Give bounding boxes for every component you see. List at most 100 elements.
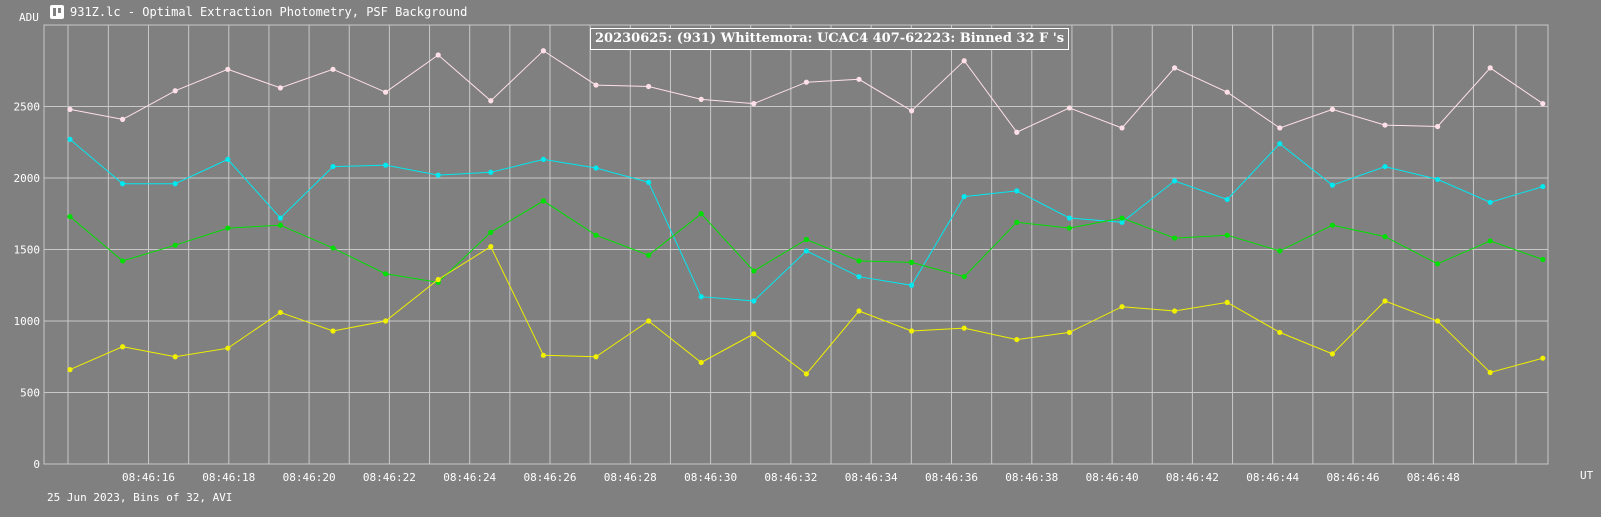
data-point[interactable] (1277, 141, 1283, 147)
data-point[interactable] (172, 88, 178, 94)
data-point[interactable] (488, 244, 494, 250)
data-point[interactable] (803, 79, 810, 85)
data-point[interactable] (593, 232, 599, 238)
lightcurve-app-icon[interactable] (50, 5, 64, 19)
data-point[interactable] (961, 274, 967, 280)
data-point[interactable] (540, 352, 547, 358)
data-point[interactable] (277, 309, 283, 316)
data-point[interactable] (120, 344, 126, 350)
data-point[interactable] (1224, 299, 1230, 306)
data-point[interactable] (172, 181, 178, 187)
data-point[interactable] (1224, 232, 1230, 238)
data-point[interactable] (856, 76, 862, 82)
data-point[interactable] (646, 83, 652, 90)
data-point[interactable] (1172, 235, 1178, 241)
data-point[interactable] (1540, 256, 1546, 263)
data-point[interactable] (1066, 105, 1072, 111)
data-point[interactable] (225, 225, 231, 231)
data-point[interactable] (1487, 238, 1493, 244)
data-point[interactable] (1382, 122, 1388, 128)
data-point[interactable] (1066, 225, 1072, 231)
data-point[interactable] (1224, 196, 1230, 203)
data-point[interactable] (1487, 369, 1493, 376)
data-point[interactable] (698, 211, 704, 217)
data-point[interactable] (120, 116, 126, 122)
data-point[interactable] (646, 318, 652, 324)
data-point[interactable] (1119, 125, 1125, 131)
data-point[interactable] (120, 258, 126, 264)
data-point[interactable] (435, 52, 441, 58)
data-point[interactable] (488, 169, 494, 175)
data-point[interactable] (225, 345, 231, 351)
data-point[interactable] (1014, 219, 1020, 225)
data-point[interactable] (1277, 125, 1283, 131)
data-point[interactable] (1382, 298, 1388, 304)
data-point[interactable] (1277, 329, 1283, 336)
data-point[interactable] (540, 48, 547, 54)
data-point[interactable] (803, 371, 810, 377)
data-point[interactable] (961, 325, 967, 331)
data-point[interactable] (1119, 304, 1125, 310)
data-point[interactable] (1329, 222, 1335, 228)
data-point[interactable] (1066, 329, 1072, 336)
data-point[interactable] (593, 82, 599, 88)
data-point[interactable] (120, 181, 126, 187)
data-point[interactable] (1014, 188, 1020, 194)
data-point[interactable] (1540, 183, 1546, 190)
data-point[interactable] (909, 282, 915, 288)
data-point[interactable] (1487, 65, 1493, 71)
data-point[interactable] (67, 214, 73, 220)
data-point[interactable] (1329, 182, 1335, 188)
data-point[interactable] (383, 271, 389, 277)
data-point[interactable] (751, 331, 757, 337)
data-point[interactable] (1382, 234, 1388, 240)
data-point[interactable] (277, 215, 283, 221)
data-point[interactable] (1435, 176, 1441, 183)
data-point[interactable] (1540, 355, 1546, 361)
data-point[interactable] (172, 242, 178, 248)
data-point[interactable] (856, 274, 862, 280)
data-point[interactable] (1329, 351, 1335, 357)
data-point[interactable] (67, 136, 73, 142)
data-point[interactable] (1066, 215, 1072, 221)
data-point[interactable] (1119, 215, 1125, 221)
data-point[interactable] (67, 367, 73, 373)
data-point[interactable] (1540, 101, 1546, 107)
data-point[interactable] (593, 354, 599, 360)
data-point[interactable] (1172, 178, 1178, 184)
data-point[interactable] (1224, 89, 1230, 95)
data-point[interactable] (803, 236, 810, 243)
data-point[interactable] (646, 179, 652, 185)
data-point[interactable] (698, 294, 704, 300)
data-point[interactable] (330, 328, 336, 334)
data-point[interactable] (698, 96, 704, 102)
data-point[interactable] (1435, 123, 1441, 130)
data-point[interactable] (383, 162, 389, 168)
data-point[interactable] (751, 101, 757, 107)
data-point[interactable] (1014, 336, 1020, 343)
data-point[interactable] (277, 222, 283, 228)
data-point[interactable] (330, 66, 336, 72)
data-point[interactable] (909, 108, 915, 114)
data-point[interactable] (277, 85, 283, 91)
data-point[interactable] (172, 354, 178, 360)
data-point[interactable] (488, 98, 494, 104)
data-point[interactable] (383, 318, 389, 324)
data-point[interactable] (1119, 219, 1125, 225)
data-point[interactable] (1435, 261, 1441, 267)
data-point[interactable] (909, 328, 915, 334)
data-point[interactable] (1014, 129, 1020, 135)
data-point[interactable] (540, 156, 547, 163)
data-point[interactable] (1435, 318, 1441, 324)
data-point[interactable] (540, 198, 547, 204)
data-point[interactable] (961, 58, 967, 64)
data-point[interactable] (1172, 308, 1178, 314)
data-point[interactable] (646, 252, 652, 258)
data-point[interactable] (751, 298, 757, 304)
data-point[interactable] (435, 276, 441, 283)
data-point[interactable] (961, 193, 967, 200)
data-point[interactable] (593, 165, 599, 171)
data-point[interactable] (435, 172, 441, 178)
data-point[interactable] (1277, 248, 1283, 254)
